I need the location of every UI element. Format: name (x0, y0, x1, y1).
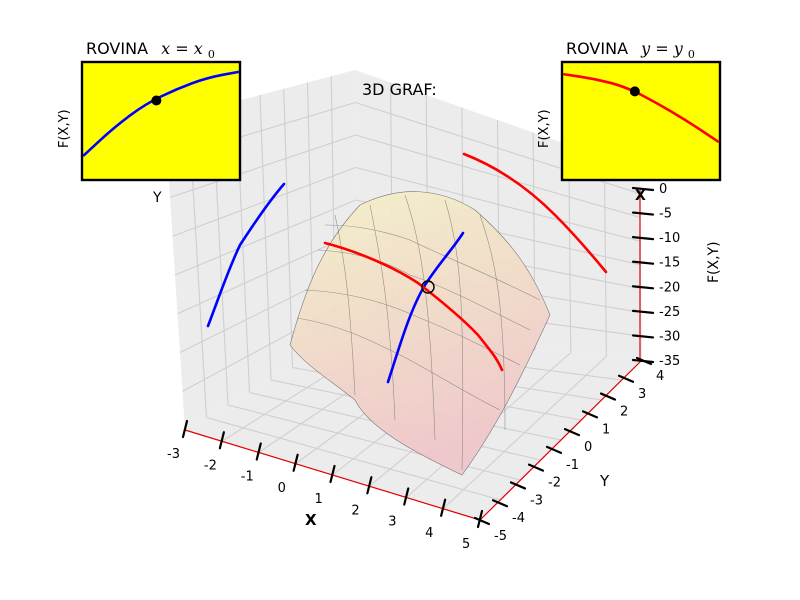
z-tick-label: -20 (659, 280, 680, 295)
x-tick-mark (366, 476, 373, 495)
inset-left-title-math: x = x (161, 39, 203, 58)
z-tick-label: -10 (659, 231, 680, 246)
y-tick-mark (617, 374, 635, 383)
y-tick-mark (509, 481, 527, 490)
series-red-wall-projection (462, 152, 608, 274)
z-ticks: 0 -5 -10 -15 -20 -25 -30 -35 (631, 182, 680, 369)
z-tick-mark (631, 358, 655, 364)
y-tick-mark (545, 445, 563, 454)
y-tick-label: 2 (620, 405, 628, 420)
series-red-surface-curve (323, 241, 504, 372)
y-tick-mark (563, 428, 581, 437)
y-tick-label: -5 (494, 529, 507, 544)
inset-left-xlabel: Y (152, 190, 162, 206)
inset-right-marker (629, 86, 640, 97)
y-axis-line (479, 359, 643, 521)
y-tick-label: -3 (530, 493, 543, 508)
y-tick-mark (581, 410, 599, 419)
z-tick-mark (631, 236, 655, 241)
z-tick-mark (631, 309, 655, 314)
inset-right-title: ROVINA y = y 0 (566, 39, 695, 61)
y-tick-mark (599, 392, 617, 401)
x-tick-mark (181, 419, 189, 439)
x-tick-mark (218, 431, 225, 450)
series-blue-surface-curve (386, 231, 465, 384)
inset-left-series-blue (82, 70, 240, 157)
inset-left-title-sub: 0 (208, 48, 215, 61)
inset-left: ROVINA x = x 0 Y F(X,Y) (57, 39, 242, 206)
z-tick-mark (631, 186, 655, 192)
inset-right-frame (560, 60, 722, 182)
intersection-marker (421, 280, 435, 294)
y-tick-label: 1 (602, 422, 610, 437)
z-tick-label: -35 (659, 354, 680, 369)
x-tick-label: 4 (425, 526, 433, 541)
y-tick-label: -2 (548, 476, 561, 491)
grid-line-right-v (603, 157, 607, 357)
inset-right-title-math: y = y (640, 39, 684, 58)
inset-right-title-sub: 0 (688, 48, 695, 61)
y-tick-label: -1 (566, 458, 579, 473)
x-tick-mark (255, 442, 262, 461)
grid-line-left-h (177, 231, 357, 315)
x-tick-mark (292, 453, 299, 472)
y-tick-label: 0 (584, 440, 592, 455)
surface-mesh (296, 194, 541, 471)
z-tick-label: -25 (659, 305, 680, 320)
grid-line-floor-b (442, 355, 607, 510)
x-axis-label: X (305, 511, 317, 529)
z-tick-mark (631, 334, 655, 339)
z-axis-label: F(X,Y) (706, 241, 722, 283)
inset-right-xlabel: X (635, 188, 646, 204)
z-tick-mark (631, 285, 655, 290)
inset-left-frame (80, 60, 242, 182)
z-tick-mark (631, 211, 655, 216)
inset-left-ylabel: F(X,Y) (57, 109, 72, 148)
x-tick-label: 0 (278, 481, 286, 496)
inset-right-title-text: ROVINA (566, 39, 628, 58)
inset-left-marker (151, 95, 162, 106)
z-tick-label: -5 (659, 207, 672, 222)
x-ticks: -3 -2 -1 0 1 2 3 4 5 (167, 419, 484, 552)
grid-line-left-v (283, 88, 294, 368)
z-tick-mark (631, 260, 655, 265)
surface (289, 191, 551, 476)
x-tick-label: -2 (204, 458, 217, 473)
y-tick-mark (491, 499, 509, 508)
z-tick-label: 0 (659, 182, 667, 197)
z-tick-label: -30 (659, 329, 680, 344)
x-tick-mark (403, 487, 410, 506)
inset-right: ROVINA y = y 0 X F(X,Y) (537, 39, 722, 204)
y-tick-mark (473, 516, 491, 526)
inset-left-title-text: ROVINA (86, 39, 148, 58)
x-tick-label: 2 (351, 503, 359, 518)
z-tick-label: -15 (659, 256, 680, 271)
grid-line-left-h (174, 199, 357, 276)
x-tick-mark (329, 464, 336, 484)
x-tick-label: 1 (315, 492, 323, 507)
y-tick-mark (527, 463, 545, 472)
x-tick-mark (440, 498, 447, 517)
y-tick-label: -4 (512, 511, 525, 526)
x-tick-label: 3 (388, 515, 396, 530)
inset-right-series-red (562, 72, 720, 143)
series-blue-wall-projection (206, 182, 286, 328)
y-tick-label: 3 (638, 387, 646, 402)
x-tick-label: -1 (241, 470, 254, 485)
inset-right-ylabel: F(X,Y) (537, 109, 552, 148)
x-tick-label: 5 (462, 537, 470, 552)
x-tick-label: -3 (167, 447, 180, 462)
plot-title: 3D GRAF: (362, 80, 437, 99)
y-tick-label: 4 (656, 369, 664, 384)
y-axis-label: Y (599, 472, 610, 490)
inset-left-title: ROVINA x = x 0 (86, 39, 215, 61)
